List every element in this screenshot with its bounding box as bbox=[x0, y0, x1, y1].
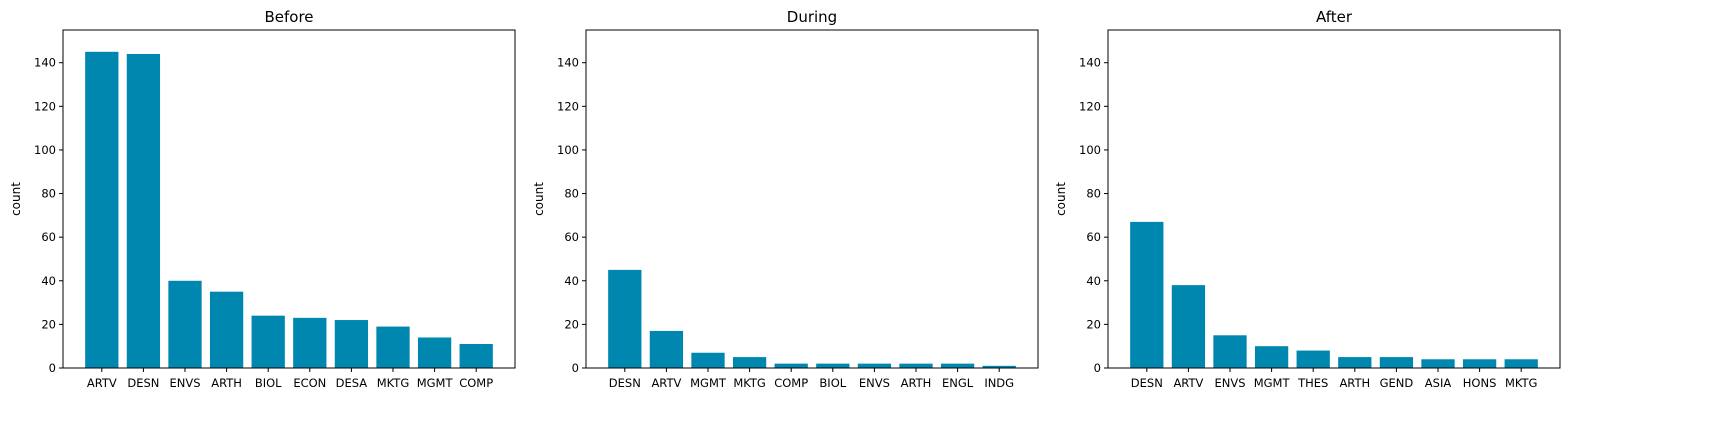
bar-envs bbox=[857, 363, 892, 368]
chart-panels: Before count 0 20 40 60 80 100 120 140 ARTV DESN ENV… bbox=[9, 8, 1561, 390]
bar-mgmt bbox=[1254, 346, 1289, 368]
x-tick-label: MKTG bbox=[377, 376, 410, 390]
x-tick-label: DESA bbox=[336, 376, 368, 390]
bar-engl bbox=[940, 363, 975, 368]
y-tick-label: 40 bbox=[1086, 274, 1101, 288]
x-tick-label: ARTV bbox=[87, 376, 117, 390]
bar-envs bbox=[1213, 335, 1247, 368]
chart-title: After bbox=[1316, 8, 1353, 26]
bar-mktg bbox=[376, 326, 410, 368]
y-tick-label: 80 bbox=[41, 187, 56, 201]
x-tick-label: MGMT bbox=[690, 376, 727, 390]
chart-panel-during: During count 0 20 40 60 80 100 120 140 DESN ARTV MGM… bbox=[532, 8, 1039, 390]
y-tick-label: 80 bbox=[564, 187, 579, 201]
x-tick-label: THES bbox=[1297, 376, 1328, 390]
x-tick-label: COMP bbox=[774, 376, 808, 390]
plot-frame bbox=[62, 29, 516, 369]
x-tick-label: ARTH bbox=[1339, 376, 1370, 390]
x-tick-label: MKTG bbox=[1505, 376, 1538, 390]
y-tick-label: 0 bbox=[1094, 361, 1101, 375]
x-tick-label: DESN bbox=[1131, 376, 1163, 390]
bar-comp bbox=[774, 363, 808, 368]
bar-biol bbox=[251, 315, 285, 368]
x-tick-label: INDG bbox=[984, 376, 1014, 390]
chart-title: During bbox=[787, 8, 837, 26]
y-tick-label: 140 bbox=[557, 56, 579, 70]
chart-title: Before bbox=[264, 8, 313, 26]
y-tick-label: 80 bbox=[1086, 187, 1101, 201]
x-tick-label: COMP bbox=[459, 376, 493, 390]
bar-artv bbox=[85, 51, 119, 368]
bar-artv bbox=[649, 330, 684, 368]
bar-desn bbox=[608, 269, 642, 368]
bar-desn bbox=[1130, 221, 1164, 368]
chart-panel-after: After count 0 20 40 60 80 100 120 140 DESN ARTV ENVS… bbox=[1054, 8, 1561, 390]
x-tick-label: ENGL bbox=[942, 376, 974, 390]
x-tick-label: BIOL bbox=[819, 376, 846, 390]
y-tick-label: 100 bbox=[557, 143, 579, 157]
x-tick-label: ASIA bbox=[1425, 376, 1452, 390]
bar-asia bbox=[1421, 359, 1455, 368]
y-tick-label: 120 bbox=[34, 99, 56, 113]
x-tick-label: GEND bbox=[1380, 376, 1414, 390]
x-tick-label: MGMT bbox=[1254, 376, 1291, 390]
bar-mgmt bbox=[691, 352, 725, 368]
bar-thes bbox=[1296, 350, 1330, 368]
bar-gend bbox=[1379, 357, 1414, 368]
x-tick-label: ENVS bbox=[859, 376, 890, 390]
bar-desa bbox=[334, 320, 369, 368]
y-tick-label: 120 bbox=[1079, 99, 1101, 113]
bar-envs bbox=[168, 280, 202, 368]
bar-mktg bbox=[732, 357, 767, 368]
bar-arth bbox=[899, 363, 933, 368]
x-tick-label: MGMT bbox=[417, 376, 454, 390]
bar-hons bbox=[1462, 359, 1497, 368]
y-axis-label: count bbox=[1054, 182, 1068, 216]
x-tick-label: DESN bbox=[127, 376, 159, 390]
x-tick-label: ARTV bbox=[651, 376, 681, 390]
bar-arth bbox=[1338, 357, 1372, 368]
x-tick-label: MKTG bbox=[733, 376, 766, 390]
bar-arth bbox=[209, 291, 244, 368]
bar-mgmt bbox=[417, 337, 452, 368]
y-tick-label: 0 bbox=[49, 361, 56, 375]
plot-frame bbox=[585, 29, 1039, 369]
y-tick-label: 140 bbox=[34, 56, 56, 70]
y-tick-label: 40 bbox=[41, 274, 56, 288]
bar-mktg bbox=[1504, 359, 1538, 368]
y-tick-label: 0 bbox=[572, 361, 579, 375]
bar-indg bbox=[982, 365, 1016, 368]
bar-comp bbox=[459, 344, 493, 368]
x-tick-label: ARTV bbox=[1173, 376, 1203, 390]
y-tick-label: 100 bbox=[34, 143, 56, 157]
x-tick-label: DESN bbox=[609, 376, 641, 390]
y-tick-label: 100 bbox=[1079, 143, 1101, 157]
y-tick-label: 120 bbox=[557, 99, 579, 113]
y-tick-label: 20 bbox=[564, 317, 579, 331]
y-tick-label: 60 bbox=[1086, 230, 1101, 244]
bar-desn bbox=[126, 53, 161, 369]
x-tick-label: ENVS bbox=[169, 376, 200, 390]
y-tick-label: 20 bbox=[1086, 317, 1101, 331]
plot-frame bbox=[1107, 29, 1561, 369]
bar-biol bbox=[816, 363, 850, 368]
chart-panel-before: Before count 0 20 40 60 80 100 120 140 ARTV DESN ENV… bbox=[9, 8, 516, 390]
x-tick-label: BIOL bbox=[255, 376, 282, 390]
y-tick-label: 40 bbox=[564, 274, 579, 288]
bar-artv bbox=[1171, 285, 1206, 368]
x-tick-label: ARTH bbox=[901, 376, 932, 390]
y-tick-label: 140 bbox=[1079, 56, 1101, 70]
y-axis-label: count bbox=[9, 182, 23, 216]
x-tick-label: ARTH bbox=[211, 376, 242, 390]
bar-econ bbox=[293, 317, 327, 368]
x-tick-label: ENVS bbox=[1214, 376, 1245, 390]
y-tick-label: 60 bbox=[564, 230, 579, 244]
y-tick-label: 20 bbox=[41, 317, 56, 331]
y-axis-label: count bbox=[532, 182, 546, 216]
x-tick-label: HONS bbox=[1463, 376, 1497, 390]
y-tick-label: 60 bbox=[41, 230, 56, 244]
x-tick-label: ECON bbox=[293, 376, 326, 390]
